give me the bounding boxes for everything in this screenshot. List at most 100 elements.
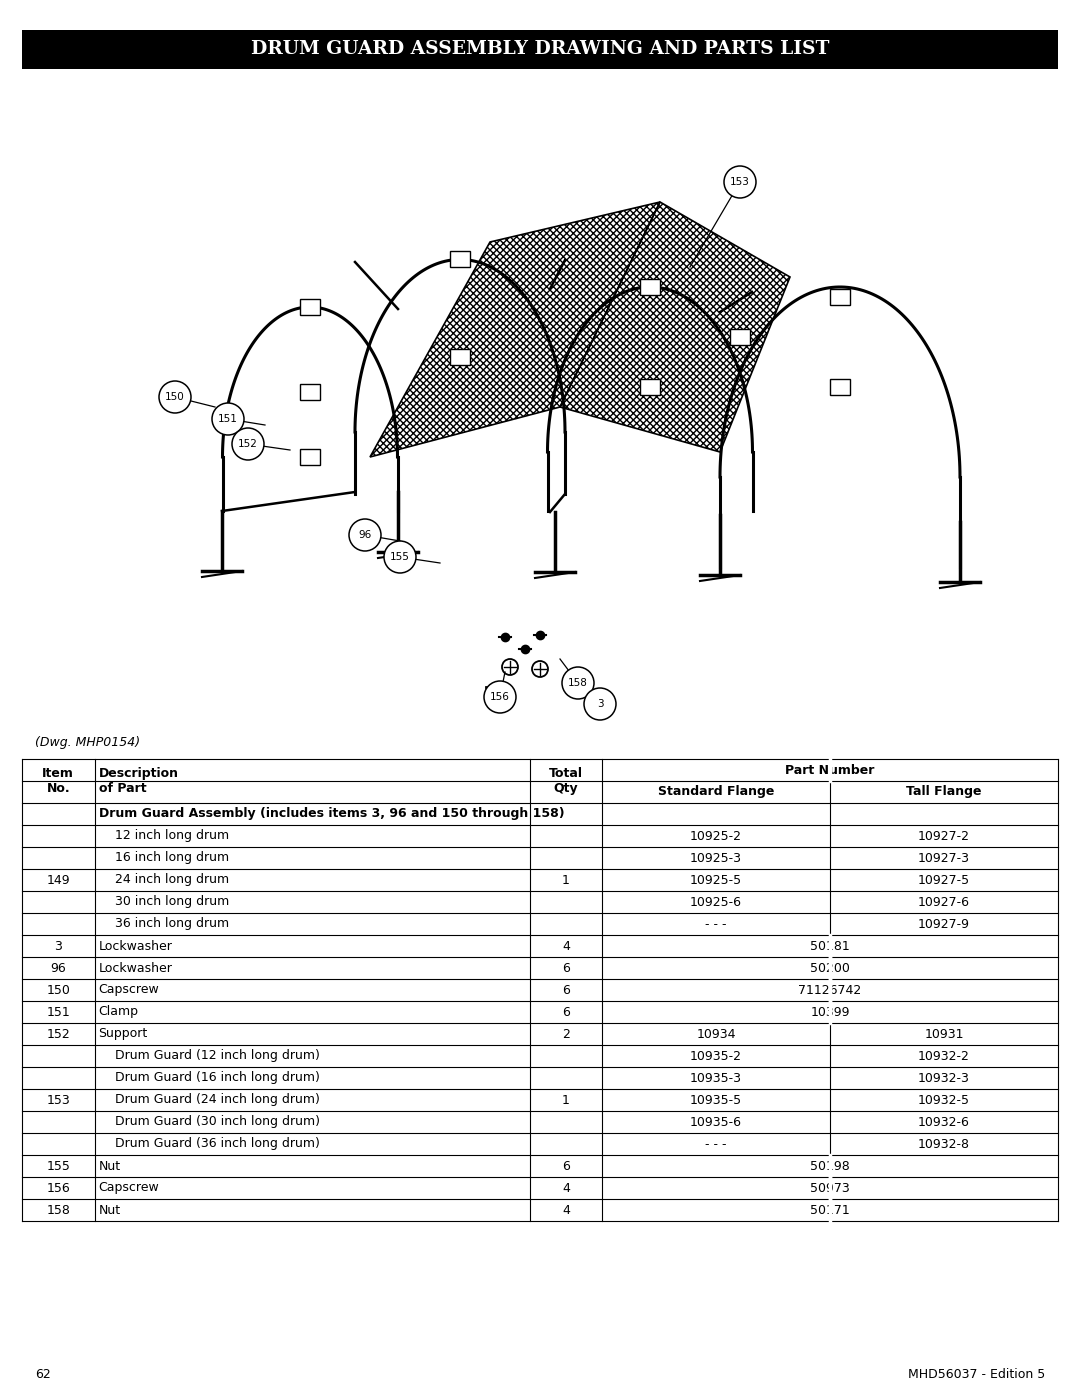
- Circle shape: [562, 666, 594, 698]
- Text: 149: 149: [46, 873, 70, 887]
- FancyBboxPatch shape: [831, 379, 850, 395]
- FancyBboxPatch shape: [300, 384, 320, 400]
- Text: - - -: - - -: [705, 918, 727, 930]
- Text: 12 inch long drum: 12 inch long drum: [98, 830, 229, 842]
- FancyBboxPatch shape: [730, 330, 750, 345]
- Text: 3: 3: [54, 940, 63, 953]
- FancyBboxPatch shape: [640, 379, 660, 395]
- Text: 6: 6: [562, 983, 570, 996]
- Text: 10934: 10934: [697, 1028, 735, 1041]
- Text: Capscrew: Capscrew: [98, 983, 159, 996]
- Circle shape: [584, 687, 616, 719]
- Text: Description
of Part: Description of Part: [98, 767, 178, 795]
- FancyBboxPatch shape: [640, 279, 660, 295]
- Text: 10927-6: 10927-6: [918, 895, 970, 908]
- Text: 10935-2: 10935-2: [690, 1049, 742, 1063]
- Text: Tall Flange: Tall Flange: [906, 785, 982, 799]
- Circle shape: [502, 659, 518, 675]
- Text: Drum Guard Assembly (includes items 3, 96 and 150 through 158): Drum Guard Assembly (includes items 3, 9…: [98, 807, 564, 820]
- FancyBboxPatch shape: [300, 299, 320, 314]
- Circle shape: [484, 680, 516, 712]
- Text: Drum Guard (16 inch long drum): Drum Guard (16 inch long drum): [98, 1071, 320, 1084]
- Circle shape: [159, 381, 191, 414]
- Text: 152: 152: [238, 439, 258, 448]
- Circle shape: [349, 520, 381, 550]
- Text: 156: 156: [46, 1182, 70, 1194]
- Text: 1: 1: [562, 873, 570, 887]
- Text: 10935-6: 10935-6: [690, 1115, 742, 1129]
- Text: 150: 150: [165, 393, 185, 402]
- Text: 50973: 50973: [810, 1182, 850, 1194]
- Text: 10927-3: 10927-3: [918, 852, 970, 865]
- Text: 2: 2: [562, 1028, 570, 1041]
- Text: 10927-2: 10927-2: [918, 830, 970, 842]
- Text: 10932-5: 10932-5: [918, 1094, 970, 1106]
- Text: 10931: 10931: [924, 1028, 963, 1041]
- Text: Support: Support: [98, 1028, 148, 1041]
- Text: 158: 158: [46, 1203, 70, 1217]
- Text: 10935-3: 10935-3: [690, 1071, 742, 1084]
- Text: 16 inch long drum: 16 inch long drum: [98, 852, 229, 865]
- Text: 71126742: 71126742: [798, 983, 862, 996]
- Bar: [22, 29, 1058, 68]
- Text: 152: 152: [46, 1028, 70, 1041]
- Text: 151: 151: [218, 414, 238, 425]
- Text: 50171: 50171: [810, 1203, 850, 1217]
- Text: 6: 6: [562, 1160, 570, 1172]
- Text: 4: 4: [562, 940, 570, 953]
- Text: Nut: Nut: [98, 1160, 121, 1172]
- Text: Total
Qty: Total Qty: [549, 767, 583, 795]
- Text: 153: 153: [730, 177, 750, 187]
- FancyBboxPatch shape: [831, 289, 850, 305]
- Text: 10932-6: 10932-6: [918, 1115, 970, 1129]
- Text: 153: 153: [46, 1094, 70, 1106]
- Text: 10935-5: 10935-5: [690, 1094, 742, 1106]
- Text: 4: 4: [562, 1203, 570, 1217]
- Text: Lockwasher: Lockwasher: [98, 940, 173, 953]
- Text: 6: 6: [562, 1006, 570, 1018]
- Text: 156: 156: [490, 692, 510, 703]
- Text: 3: 3: [596, 698, 604, 710]
- FancyBboxPatch shape: [450, 349, 470, 365]
- Text: MHD56037 - Edition 5: MHD56037 - Edition 5: [908, 1369, 1045, 1382]
- Text: 10927-5: 10927-5: [918, 873, 970, 887]
- Text: 10925-5: 10925-5: [690, 873, 742, 887]
- Text: 50200: 50200: [810, 961, 850, 975]
- Text: 10925-6: 10925-6: [690, 895, 742, 908]
- Text: 96: 96: [51, 961, 66, 975]
- Text: Nut: Nut: [98, 1203, 121, 1217]
- Text: 10932-2: 10932-2: [918, 1049, 970, 1063]
- Text: 155: 155: [46, 1160, 70, 1172]
- Circle shape: [532, 661, 548, 678]
- Circle shape: [724, 166, 756, 198]
- Text: Lockwasher: Lockwasher: [98, 961, 173, 975]
- Text: 4: 4: [562, 1182, 570, 1194]
- Text: 6: 6: [562, 961, 570, 975]
- FancyBboxPatch shape: [300, 448, 320, 465]
- Text: Item
No.: Item No.: [42, 767, 75, 795]
- Text: 62: 62: [35, 1369, 51, 1382]
- Text: 1: 1: [562, 1094, 570, 1106]
- Text: 158: 158: [568, 678, 588, 687]
- Text: Capscrew: Capscrew: [98, 1182, 159, 1194]
- FancyBboxPatch shape: [450, 251, 470, 267]
- Text: 36 inch long drum: 36 inch long drum: [98, 918, 229, 930]
- Text: 50198: 50198: [810, 1160, 850, 1172]
- Text: 150: 150: [46, 983, 70, 996]
- Text: 10927-9: 10927-9: [918, 918, 970, 930]
- Text: 24 inch long drum: 24 inch long drum: [98, 873, 229, 887]
- Text: Clamp: Clamp: [98, 1006, 138, 1018]
- Text: Drum Guard (36 inch long drum): Drum Guard (36 inch long drum): [98, 1137, 320, 1151]
- Text: 10399: 10399: [810, 1006, 850, 1018]
- Text: Part Number: Part Number: [785, 764, 875, 777]
- Text: Drum Guard (24 inch long drum): Drum Guard (24 inch long drum): [98, 1094, 320, 1106]
- Circle shape: [232, 427, 264, 460]
- Text: 30 inch long drum: 30 inch long drum: [98, 895, 229, 908]
- Text: 10925-2: 10925-2: [690, 830, 742, 842]
- Text: Standard Flange: Standard Flange: [658, 785, 774, 799]
- Text: 151: 151: [46, 1006, 70, 1018]
- Text: (Dwg. MHP0154): (Dwg. MHP0154): [35, 736, 140, 749]
- Text: - - -: - - -: [705, 1137, 727, 1151]
- Text: 155: 155: [390, 552, 410, 562]
- Text: DRUM GUARD ASSEMBLY DRAWING AND PARTS LIST: DRUM GUARD ASSEMBLY DRAWING AND PARTS LI…: [251, 41, 829, 59]
